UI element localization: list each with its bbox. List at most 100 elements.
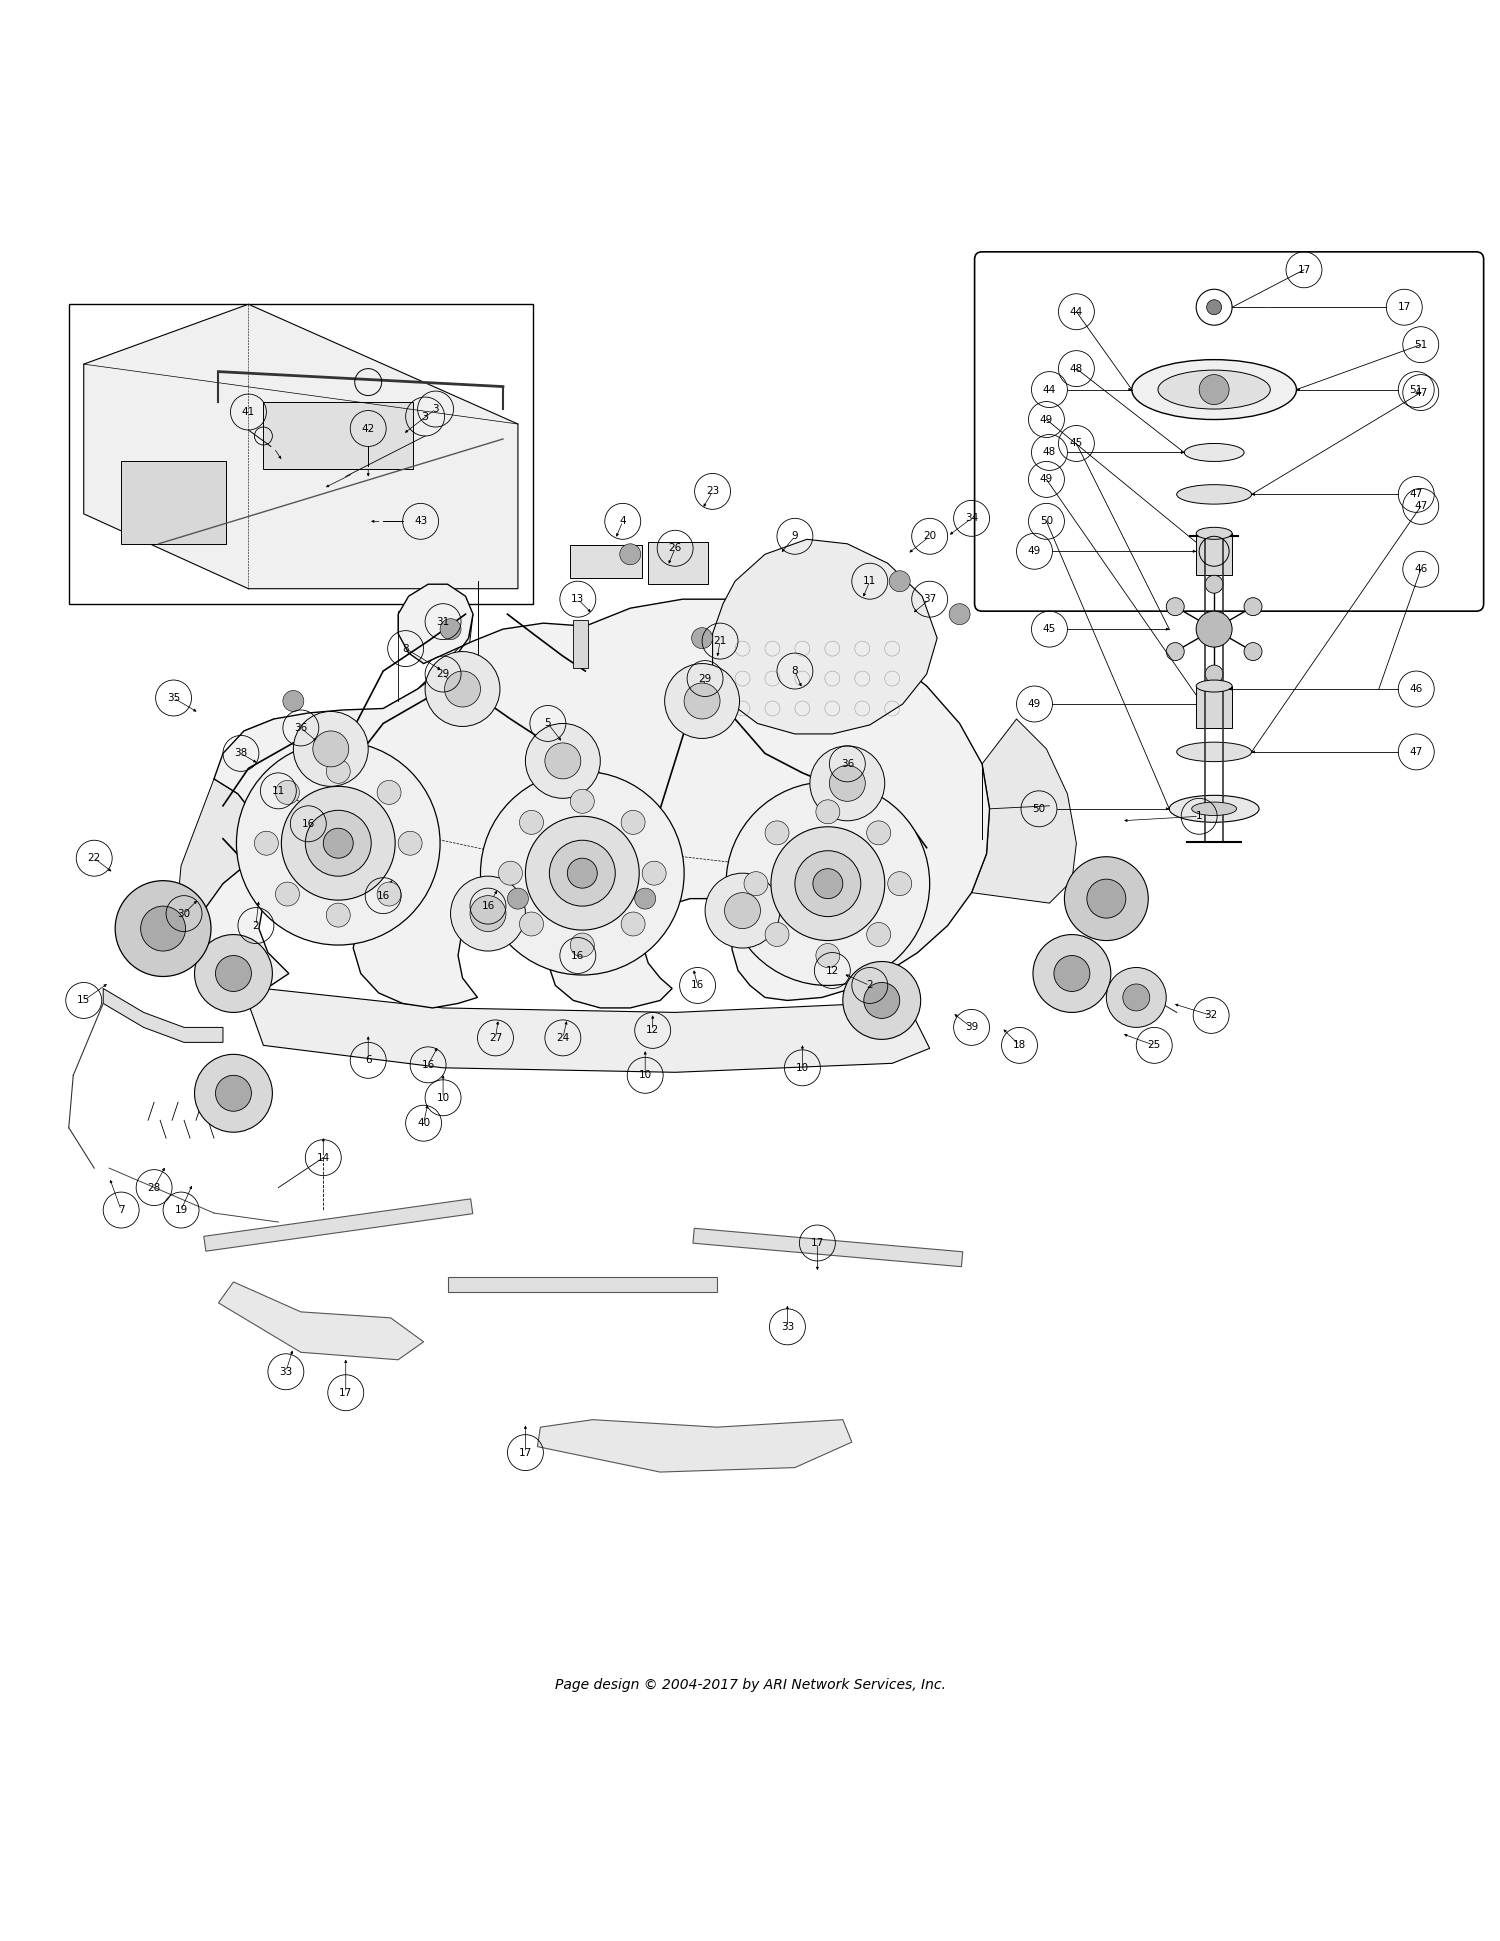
Text: 44: 44 [1070,307,1083,316]
Text: 1: 1 [1196,811,1203,821]
Circle shape [507,889,528,908]
Circle shape [1167,642,1184,660]
Circle shape [1244,642,1262,660]
Text: 2: 2 [867,980,873,990]
Text: 29: 29 [699,674,711,683]
Text: 32: 32 [1204,1011,1218,1021]
Circle shape [810,745,885,821]
Circle shape [795,850,861,916]
Text: 33: 33 [279,1366,292,1376]
Circle shape [890,571,910,592]
Text: 17: 17 [812,1238,824,1248]
Text: 18: 18 [1013,1040,1026,1050]
Circle shape [306,809,370,875]
Polygon shape [104,988,224,1042]
Circle shape [664,664,740,738]
Text: 24: 24 [556,1033,570,1042]
Circle shape [195,1054,273,1132]
Text: 40: 40 [417,1118,430,1128]
Text: 9: 9 [792,532,798,542]
Text: 35: 35 [166,693,180,703]
Circle shape [255,831,279,856]
Ellipse shape [1196,679,1231,693]
Circle shape [470,895,506,932]
Circle shape [744,872,768,895]
Ellipse shape [1191,802,1236,815]
Text: 27: 27 [489,1033,502,1042]
Text: 8: 8 [792,666,798,675]
Text: 39: 39 [964,1023,978,1033]
Ellipse shape [1176,485,1251,505]
Circle shape [570,934,594,957]
Circle shape [1167,598,1184,615]
Text: 51: 51 [1410,384,1424,394]
Polygon shape [447,1277,717,1293]
Circle shape [1204,666,1222,683]
Bar [122,462,226,543]
Circle shape [450,875,525,951]
Circle shape [888,872,912,895]
Text: 31: 31 [436,617,450,627]
Text: 49: 49 [1040,415,1053,425]
Text: 2: 2 [252,920,260,930]
Circle shape [1088,879,1126,918]
Circle shape [376,881,400,906]
Circle shape [1107,967,1166,1027]
Text: 16: 16 [302,819,315,829]
Text: 47: 47 [1410,489,1424,499]
Text: 30: 30 [177,908,190,918]
Circle shape [519,811,543,835]
Text: 49: 49 [1028,545,1041,557]
Text: 37: 37 [922,594,936,604]
Circle shape [324,829,352,858]
Text: Page design © 2004-2017 by ARI Network Services, Inc.: Page design © 2004-2017 by ARI Network S… [555,1679,945,1693]
Circle shape [1065,856,1149,941]
Text: 10: 10 [639,1069,652,1081]
Circle shape [216,1075,252,1112]
Text: 28: 28 [147,1182,160,1192]
Circle shape [567,858,597,889]
Text: 50: 50 [1032,804,1046,813]
Text: 16: 16 [692,980,703,990]
Text: 14: 14 [316,1153,330,1163]
Text: 26: 26 [669,543,682,553]
Polygon shape [712,540,938,734]
Text: 46: 46 [1410,683,1424,695]
Text: 34: 34 [964,512,978,524]
FancyBboxPatch shape [975,252,1484,611]
Text: 43: 43 [414,516,428,526]
Circle shape [867,821,891,844]
Circle shape [765,922,789,947]
Text: 49: 49 [1028,699,1041,708]
Circle shape [314,732,348,767]
Circle shape [424,652,500,726]
Circle shape [726,782,930,986]
Bar [570,545,642,578]
Text: 25: 25 [1148,1040,1161,1050]
Text: 13: 13 [572,594,585,604]
Circle shape [1206,299,1221,314]
Ellipse shape [1176,741,1251,761]
Text: 10: 10 [436,1093,450,1102]
Circle shape [549,840,615,906]
Text: 15: 15 [76,996,90,1005]
Circle shape [327,903,350,928]
Circle shape [284,691,304,712]
Polygon shape [204,1200,472,1252]
Circle shape [621,811,645,835]
Circle shape [480,771,684,974]
Text: 48: 48 [1042,448,1056,458]
Text: 36: 36 [294,722,307,734]
Text: 17: 17 [519,1448,532,1458]
Circle shape [1204,575,1222,594]
Bar [648,542,708,584]
Circle shape [1054,955,1090,992]
Ellipse shape [1132,359,1296,419]
Circle shape [692,627,712,648]
Circle shape [1196,611,1231,646]
Circle shape [816,800,840,823]
Circle shape [327,759,350,784]
Circle shape [864,982,900,1019]
Text: 4: 4 [620,516,626,526]
Text: 47: 47 [1410,747,1424,757]
